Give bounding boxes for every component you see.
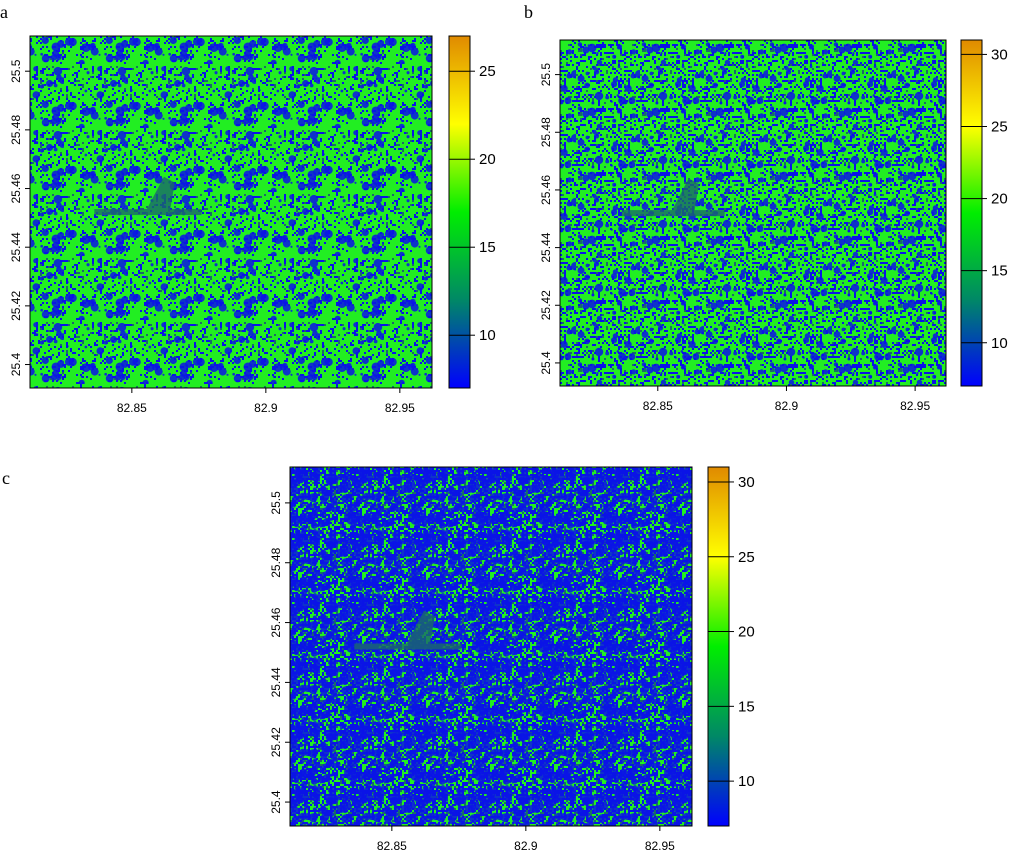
colorbar-tick-label: 20	[738, 624, 755, 641]
colorbar-tick-label: 10	[738, 773, 755, 790]
runway-feature	[94, 176, 202, 216]
colorbar-tick-label: 20	[991, 191, 1008, 208]
plot-frame	[29, 35, 433, 389]
colorbar-tick-label: 25	[479, 63, 496, 80]
colorbar-tick-label: 30	[991, 46, 1008, 63]
runway-feature	[354, 610, 462, 650]
y-tick-label: 25.44	[9, 232, 23, 262]
x-tick-label: 82.95	[645, 839, 675, 853]
y-tick-label: 25.44	[539, 232, 553, 262]
x-tick-label: 82.95	[900, 399, 930, 413]
raster-map	[30, 36, 432, 388]
panel-c: c 82.85 82.9 82.95 25.4 25.42 25.44 25.46 25.48 2…	[2, 466, 755, 853]
panel-a: a 82.85 82.9 82.95 25.4 25.42 25.44 25.46 25.48 2…	[0, 2, 496, 415]
panel-b: b 82.85 82.9 82.95 25.4 25.42 25.44 25.46 25.48 2…	[524, 2, 1008, 413]
colorbar	[960, 39, 983, 387]
colorbar-tick-label: 15	[991, 263, 1008, 280]
y-tick-label: 25.5	[269, 491, 283, 515]
y-tick-label: 25.4	[539, 351, 553, 375]
colorbar-tick-label: 25	[738, 549, 755, 566]
plot-frame	[559, 39, 947, 387]
x-tick-label: 82.85	[643, 399, 673, 413]
colorbar-tick-label: 10	[991, 335, 1008, 352]
colorbar-tick-label: 15	[479, 239, 496, 256]
colorbar-tick-label: 10	[479, 327, 496, 344]
y-tick-label: 25.42	[539, 290, 553, 320]
raster-map	[560, 40, 946, 386]
y-tick-label: 25.46	[539, 175, 553, 205]
y-tick-label: 25.48	[539, 117, 553, 147]
y-tick-label: 25.46	[9, 173, 23, 203]
y-tick-label: 25.48	[269, 547, 283, 577]
x-tick-label: 82.95	[385, 401, 415, 415]
colorbar	[448, 35, 471, 389]
x-tick-label: 82.9	[775, 399, 799, 413]
colorbar-tick-label: 20	[479, 151, 496, 168]
colorbar-tick-label: 30	[738, 474, 755, 491]
panel-label: c	[2, 468, 10, 488]
plot-frame	[289, 466, 693, 827]
colorbar	[707, 466, 730, 827]
x-tick-label: 82.85	[377, 839, 407, 853]
x-tick-label: 82.9	[254, 401, 278, 415]
y-tick-label: 25.42	[269, 727, 283, 757]
colorbar-tick-label: 15	[738, 698, 755, 715]
y-tick-label: 25.44	[269, 667, 283, 697]
runway-feature	[621, 178, 725, 217]
panel-label: a	[0, 2, 8, 22]
panel-label: b	[524, 2, 533, 22]
x-tick-label: 82.9	[514, 839, 538, 853]
y-tick-label: 25.42	[9, 291, 23, 321]
y-tick-label: 25.5	[539, 63, 553, 87]
y-tick-label: 25.4	[269, 790, 283, 814]
y-tick-label: 25.5	[9, 59, 23, 83]
colorbar-tick-label: 25	[991, 119, 1008, 136]
x-tick-label: 82.85	[117, 401, 147, 415]
raster-map	[290, 467, 692, 826]
y-tick-label: 25.4	[9, 353, 23, 377]
y-tick-label: 25.48	[9, 115, 23, 145]
y-tick-label: 25.46	[269, 607, 283, 637]
